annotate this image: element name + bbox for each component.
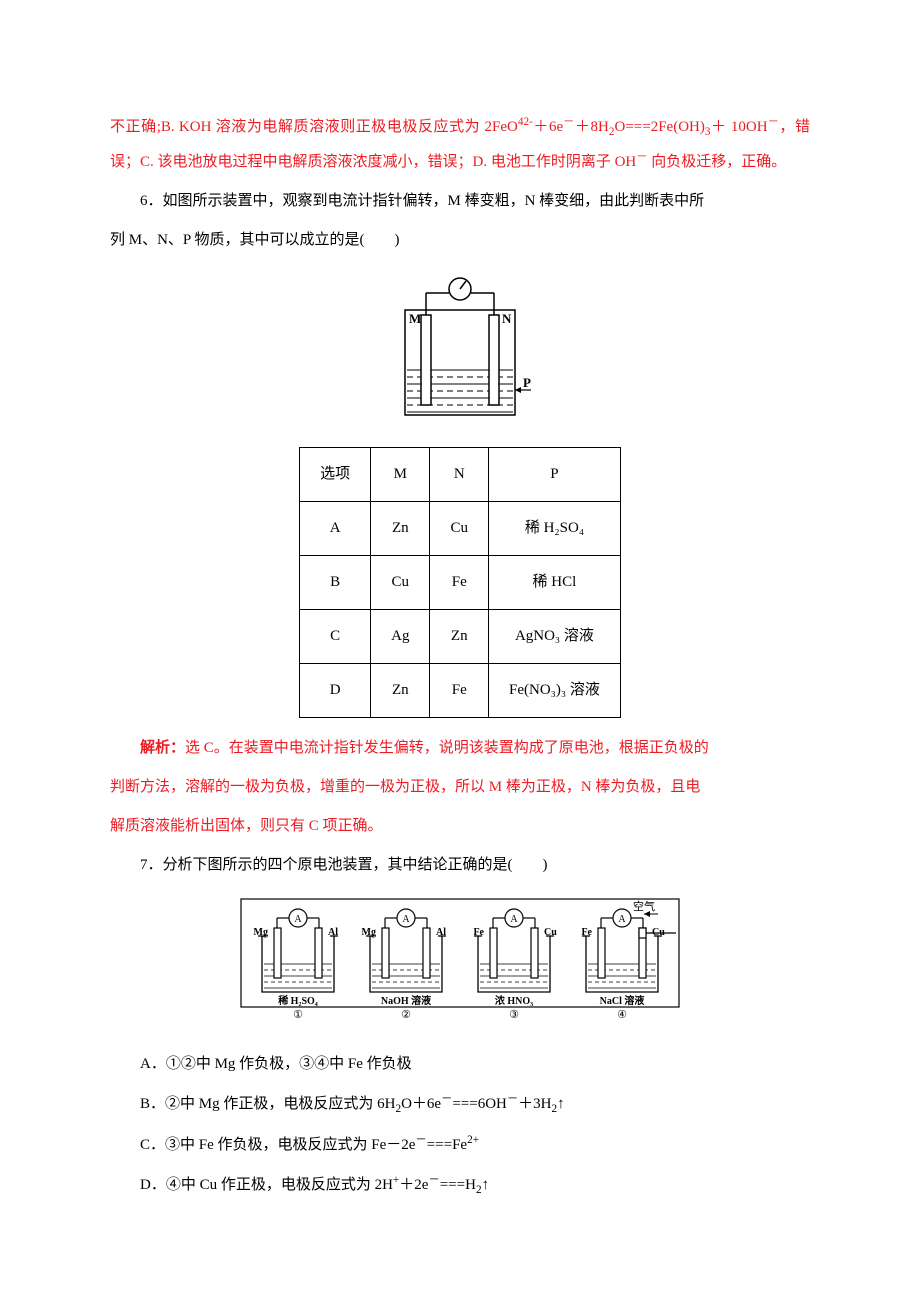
svg-text:A: A <box>510 914 518 925</box>
td: Ag <box>371 609 430 663</box>
th: N <box>430 447 489 501</box>
txt: ＋ <box>710 119 726 135</box>
svg-text:A: A <box>294 914 302 925</box>
svg-text:Fe: Fe <box>473 927 484 938</box>
txt: 10OH <box>731 119 768 135</box>
q5-explanation: 不正确;B. KOH 溶液为电解质溶液则正极电极反应式为 2FeO42-＋6e－… <box>110 110 810 179</box>
td: Zn <box>371 501 430 555</box>
q6-stem-line1: 6．如图所示装置中，观察到电流计指针偏转，M 棒变粗，N 棒变细，由此判断表中所 <box>110 185 810 218</box>
air-label: 空气 <box>633 899 655 913</box>
td: C <box>300 609 371 663</box>
td: Zn <box>430 609 489 663</box>
td: D <box>300 663 371 717</box>
td: AgNO₃ 溶液 <box>489 609 621 663</box>
th: P <box>489 447 621 501</box>
q6-answer-line2: 判断方法，溶解的一极为负极，增重的一极为正极，所以 M 棒为正极，N 棒为负极，… <box>110 771 810 804</box>
q7-stem: 7．分析下图所示的四个原电池装置，其中结论正确的是( ) <box>110 849 810 882</box>
q6-stem-line2: 列 M、N、P 物质，其中可以成立的是( ) <box>110 224 810 257</box>
txt: 不正确 <box>110 119 157 135</box>
td: Cu <box>430 501 489 555</box>
txt: 选 C。在装置中电流计指针发生偏转，说明该装置构成了原电池，根据正负极的 <box>185 740 709 756</box>
svg-text:Mg: Mg <box>362 927 376 938</box>
txt: ＋8H <box>574 119 608 135</box>
label-n: N <box>502 311 512 326</box>
td: Cu <box>371 555 430 609</box>
q6-table: 选项 M N P A Zn Cu 稀 H₂SO₄ B Cu Fe 稀 HCl C… <box>299 447 621 718</box>
sup: 42- <box>518 116 533 128</box>
sup: － <box>563 116 574 128</box>
svg-text:稀 H₂SO₄: 稀 H₂SO₄ <box>278 994 318 1007</box>
q7-option-b: B．②中 Mg 作正极，电极反应式为 6H2O＋6e－===6OH－＋3H2↑ <box>140 1087 810 1122</box>
td: Fe <box>430 663 489 717</box>
svg-text:④: ④ <box>617 1009 627 1021</box>
txt: O===2Fe(OH) <box>614 119 704 135</box>
svg-text:Cu: Cu <box>544 927 557 938</box>
svg-text:Mg: Mg <box>254 927 268 938</box>
td: 稀 HCl <box>489 555 621 609</box>
q7-svg: A Mg Al 稀 H₂SO₄ ① A Mg Al NaOH 溶液 ② <box>240 898 680 1028</box>
svg-text:A: A <box>402 914 410 925</box>
table-row: C Ag Zn AgNO₃ 溶液 <box>300 609 621 663</box>
svg-text:NaOH 溶液: NaOH 溶液 <box>381 994 431 1007</box>
q6-svg: M N P <box>385 275 535 425</box>
txt: B. KOH 溶液为电解质溶液则正极电极反应式为 2FeO <box>161 119 518 135</box>
td: Zn <box>371 663 430 717</box>
svg-text:NaCl 溶液: NaCl 溶液 <box>600 994 645 1007</box>
svg-text:浓 HNO₃: 浓 HNO₃ <box>495 994 533 1007</box>
table-row: B Cu Fe 稀 HCl <box>300 555 621 609</box>
svg-text:①: ① <box>293 1009 303 1021</box>
th: 选项 <box>300 447 371 501</box>
svg-text:Fe: Fe <box>581 927 592 938</box>
svg-text:②: ② <box>401 1009 411 1021</box>
q7-diagram: A Mg Al 稀 H₂SO₄ ① A Mg Al NaOH 溶液 ② <box>110 898 810 1028</box>
sup: － <box>768 116 779 128</box>
td: B <box>300 555 371 609</box>
td: Fe <box>430 555 489 609</box>
q6-answer-line3: 解质溶液能析出固体，则只有 C 项正确。 <box>110 810 810 843</box>
svg-text:Al: Al <box>328 927 338 938</box>
label-p: P <box>523 375 531 390</box>
table-header-row: 选项 M N P <box>300 447 621 501</box>
table-row: D Zn Fe Fe(NO₃)₃ 溶液 <box>300 663 621 717</box>
q7-option-d: D．④中 Cu 作正极，电极反应式为 2H+＋2e－===H2↑ <box>140 1168 810 1203</box>
td: A <box>300 501 371 555</box>
svg-text:A: A <box>618 914 626 925</box>
sup: － <box>636 151 647 163</box>
table-row: A Zn Cu 稀 H₂SO₄ <box>300 501 621 555</box>
txt: 向负极迁移，正确。 <box>651 154 786 170</box>
txt: ＋6e <box>533 119 563 135</box>
td: Fe(NO₃)₃ 溶液 <box>489 663 621 717</box>
svg-text:Al: Al <box>436 927 446 938</box>
td: 稀 H₂SO₄ <box>489 501 621 555</box>
label-m: M <box>409 311 421 326</box>
th: M <box>371 447 430 501</box>
q6-diagram: M N P <box>110 275 810 425</box>
q6-answer: 解析：选 C。在装置中电流计指针发生偏转，说明该装置构成了原电池，根据正负极的 <box>110 732 810 765</box>
ans-label: 解析： <box>140 740 185 756</box>
q7-option-a: A．①②中 Mg 作负极，③④中 Fe 作负极 <box>140 1048 810 1081</box>
q7-option-c: C．③中 Fe 作负极，电极反应式为 Fe－2e－===Fe2+ <box>140 1128 810 1162</box>
svg-text:③: ③ <box>509 1009 519 1021</box>
